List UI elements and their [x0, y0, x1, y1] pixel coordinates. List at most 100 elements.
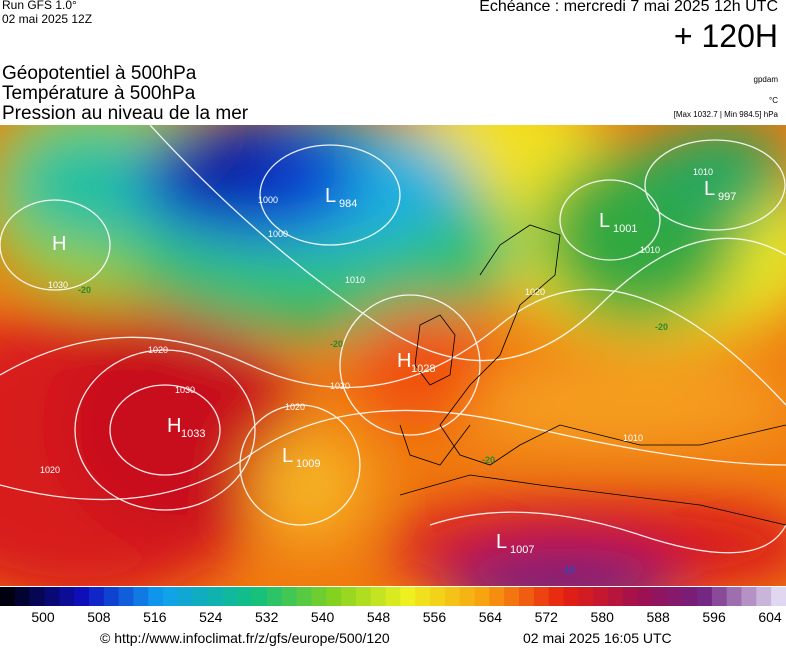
colorbar-cell — [14, 587, 31, 606]
colorbar-label: 540 — [310, 609, 335, 625]
colorbar-label: 532 — [255, 609, 279, 625]
source-url: © http://www.infoclimat.fr/z/gfs/europe/… — [100, 630, 390, 646]
center-value: 1028 — [411, 363, 435, 375]
center-letter: L — [704, 178, 715, 200]
colorbar-cell — [296, 587, 312, 606]
isobar-label: 1030 — [175, 385, 195, 395]
center-value: 997 — [718, 191, 736, 203]
colorbar-cell — [519, 587, 535, 606]
unit: [Max 1032.7 | Min 984.5] hPa — [673, 110, 778, 119]
colorbar-cell — [44, 587, 60, 606]
colorbar-cell — [459, 587, 476, 606]
colorbar-cell — [548, 587, 565, 606]
colorbar-cell — [192, 587, 209, 606]
colorbar-label: 548 — [366, 609, 391, 625]
unit: gpdam — [753, 75, 778, 84]
colorbar-label: 572 — [534, 609, 558, 625]
colorbar-cell — [0, 587, 16, 606]
colorbar-cell — [608, 587, 624, 606]
colorbar-cell — [533, 587, 550, 606]
isobar-label: 1020 — [525, 287, 545, 297]
center-value: 1009 — [296, 458, 320, 470]
colorbar-cell — [311, 587, 327, 606]
center-letter: L — [325, 185, 336, 207]
colorbar-cell — [726, 587, 743, 606]
colorbar-cell — [74, 587, 90, 606]
isobar-label: 1020 — [40, 465, 60, 475]
colorbar-label: 556 — [422, 609, 447, 625]
colorbar-cell — [177, 587, 194, 606]
colorbar-cell — [474, 587, 490, 606]
isobar-label: 1000 — [258, 195, 278, 205]
run-date: 02 mai 2025 12Z — [2, 12, 93, 26]
isobar-label: 1010 — [693, 167, 713, 177]
center-value: 984 — [339, 198, 357, 210]
isobar-label: 1030 — [48, 280, 68, 290]
temperature-label: -20 — [330, 339, 343, 349]
colorbar-cell — [326, 587, 342, 606]
colorbar-label: 516 — [143, 609, 167, 625]
colorbar-cell — [355, 587, 372, 606]
isobar-label: 1000 — [268, 229, 288, 239]
colorbar-cell — [222, 587, 238, 606]
colorbar-cell — [430, 587, 446, 606]
colorbar-label: 596 — [702, 609, 726, 625]
colorbar-cell — [118, 587, 134, 606]
field: Température à 500hPa — [2, 83, 196, 104]
colorbar-cell — [504, 587, 520, 606]
colorbar-cell — [593, 587, 609, 606]
center-value: 1033 — [181, 428, 205, 440]
field: Géopotentiel à 500hPa — [2, 63, 197, 84]
center-letter: H — [397, 350, 411, 372]
temperature-label: -20 — [78, 285, 91, 295]
colorbar-cell — [252, 587, 268, 606]
colorbar-cell — [163, 587, 179, 606]
colorbar-cell — [667, 587, 683, 606]
colorbar-cell — [771, 587, 786, 606]
center-value: 1001 — [613, 223, 637, 235]
colorbar-cell — [400, 587, 416, 606]
isobar-label: 1020 — [285, 402, 305, 412]
colorbar-cell — [237, 587, 253, 606]
temperature-label: -20 — [655, 322, 668, 332]
isobar-label: 1010 — [640, 245, 660, 255]
colorbar-cell — [266, 587, 283, 606]
colorbar-cell — [341, 587, 357, 606]
colorbar-cell — [444, 587, 461, 606]
isobar-label: 1010 — [623, 433, 643, 443]
colorbar-cell — [697, 587, 713, 606]
colorbar-cell — [563, 587, 579, 606]
field: Pression au niveau de la mer — [2, 103, 249, 124]
colorbar-cell — [133, 587, 149, 606]
colorbar-cell — [281, 587, 298, 606]
generated: 02 mai 2025 16:05 UTC — [523, 630, 672, 646]
colorbar-cell — [711, 587, 728, 606]
colorbar-cell — [622, 587, 639, 606]
lead-time: + 120H — [673, 18, 778, 54]
isobar-label: 1020 — [148, 345, 168, 355]
colorbar-cell — [415, 587, 431, 606]
colorbar-cell — [88, 587, 105, 606]
colorbar — [0, 587, 786, 606]
isobar-label: 1010 — [345, 275, 365, 285]
colorbar-cell — [103, 587, 120, 606]
colorbar-cell — [652, 587, 668, 606]
colorbar-cell — [756, 587, 772, 606]
run: Run GFS 1.0° — [2, 0, 77, 12]
colorbar-cell — [682, 587, 698, 606]
colorbar-cell — [578, 587, 594, 606]
temperature-label: -10 — [562, 565, 575, 575]
unit: °C — [769, 96, 778, 105]
colorbar-label: 604 — [758, 609, 782, 625]
center-letter: L — [496, 531, 507, 553]
center-value: 1007 — [510, 544, 534, 556]
colorbar-cell — [637, 587, 654, 606]
isobar-label: 1020 — [330, 381, 350, 391]
echeance: Echéance : mercredi 7 mai 2025 12h UTC — [479, 0, 778, 15]
colorbar-label: 564 — [478, 609, 503, 625]
center-letter: L — [282, 445, 293, 467]
colorbar-cell — [370, 587, 387, 606]
temperature-label: -20 — [482, 455, 495, 465]
